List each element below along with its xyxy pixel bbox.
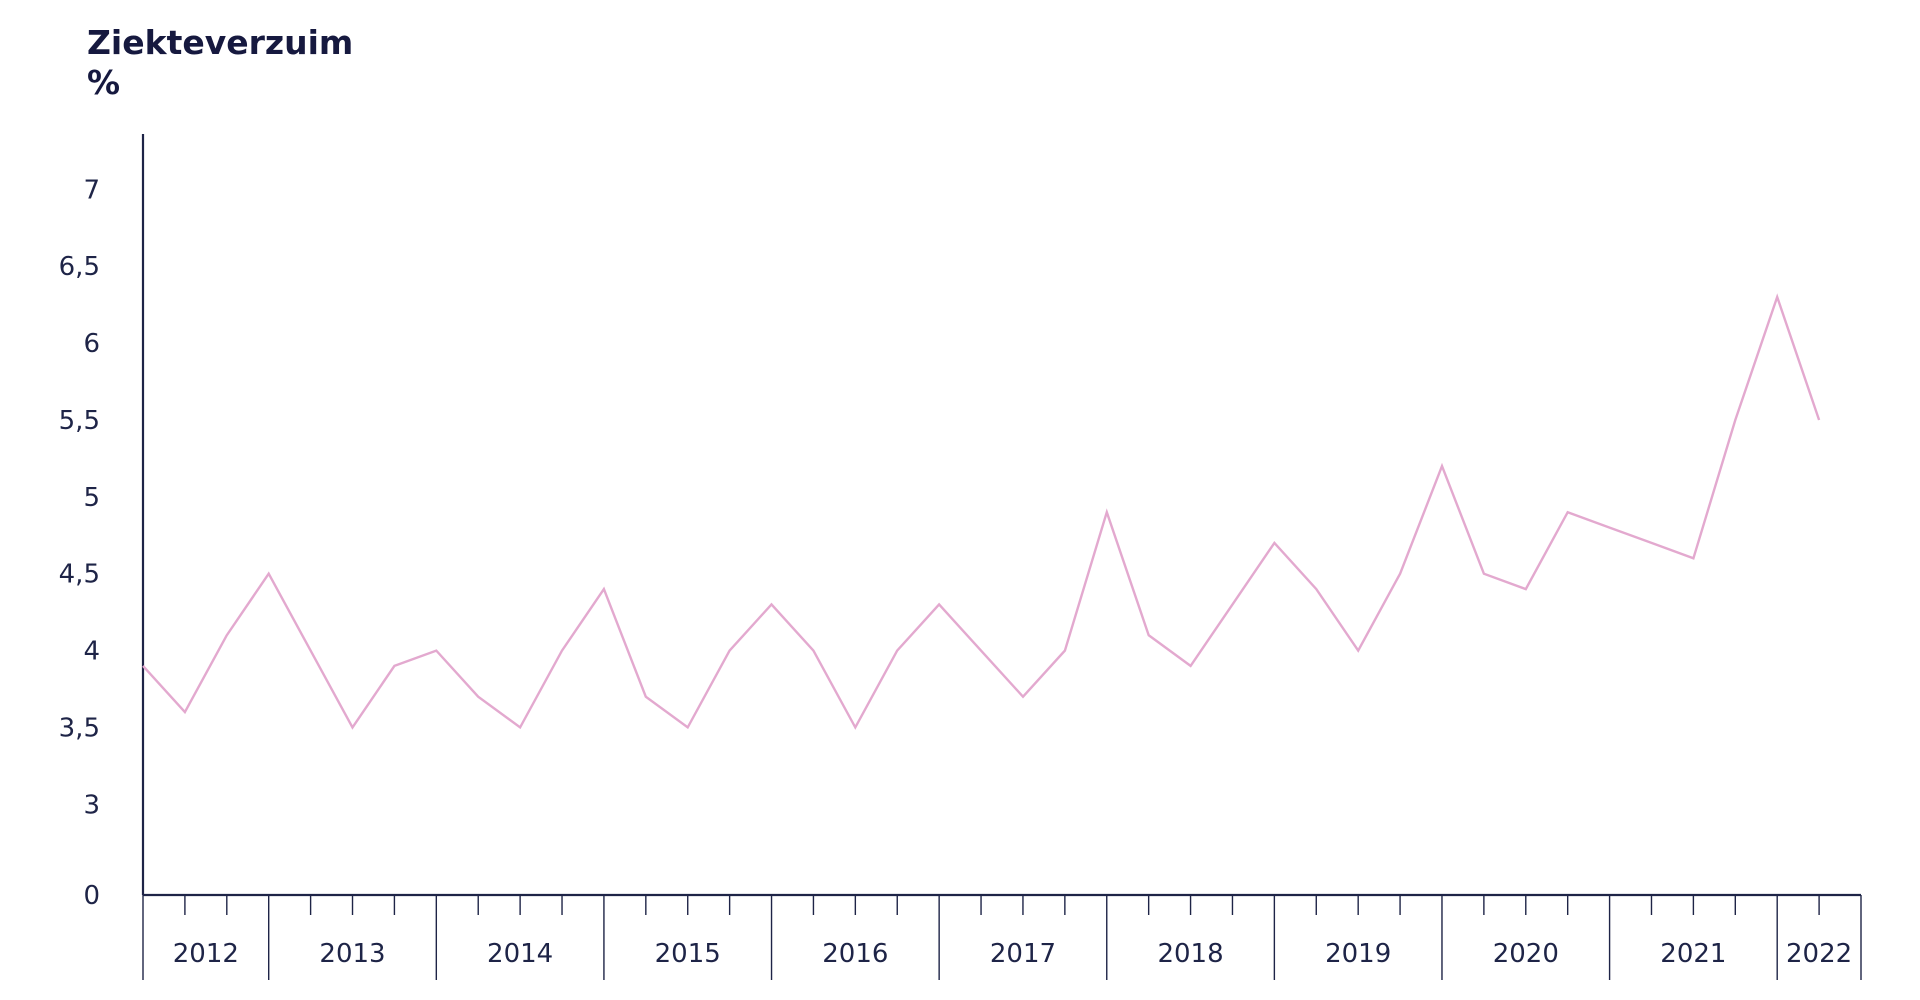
y-tick-label: 7	[83, 175, 100, 205]
x-group-label: 2013	[319, 939, 385, 969]
y-tick-label: 4	[83, 637, 100, 667]
x-group-label: 2022	[1786, 939, 1852, 969]
data-line	[142, 293, 1821, 730]
x-group-label: 2015	[655, 939, 721, 969]
x-group-label: 2021	[1660, 939, 1726, 969]
y-tick-label: 3,5	[59, 713, 100, 743]
y-tick-label: 5,5	[59, 406, 100, 436]
chart-title: Ziekteverzuim	[87, 23, 353, 62]
y-tick-label: 3	[83, 790, 100, 820]
x-group-label: 2016	[822, 939, 888, 969]
y-tick-label: 4,5	[59, 560, 100, 590]
x-group-label: 2014	[487, 939, 553, 969]
x-group-label: 2018	[1157, 939, 1223, 969]
y-tick-label: 5	[83, 483, 100, 513]
y-tick-label: 6,5	[59, 252, 100, 282]
y-axis-unit: %	[87, 63, 120, 102]
y-tick-label: 0	[83, 881, 100, 911]
y-tick-label: 6	[83, 329, 100, 359]
x-group-label: 2019	[1325, 939, 1391, 969]
x-group-label: 2017	[990, 939, 1056, 969]
x-group-label: 2012	[173, 939, 239, 969]
x-group-label: 2020	[1493, 939, 1559, 969]
